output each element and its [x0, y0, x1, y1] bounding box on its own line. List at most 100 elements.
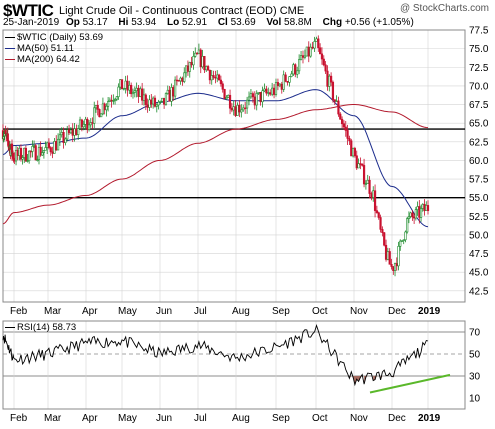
candle-body [192, 56, 195, 66]
month-label: Jul [194, 306, 207, 317]
candle-body [335, 100, 338, 103]
candle-body [155, 104, 158, 107]
candle-body [126, 80, 129, 91]
month-label: Mar [44, 306, 62, 317]
candle-body [53, 141, 56, 154]
candle-body [251, 93, 254, 98]
candle-body [253, 96, 256, 106]
close-value: 53.69 [230, 17, 256, 28]
candle-body [36, 159, 39, 161]
month-label: Oct [312, 306, 328, 317]
legend-ma200: MA(200) 64.42 [5, 54, 103, 65]
candle-body [152, 97, 155, 105]
candle-body [96, 105, 99, 110]
rsi-month-label: Jul [194, 413, 207, 424]
candle-body [150, 99, 153, 105]
symbol-title: $WTIC [3, 1, 54, 20]
price-axis-tick-label: 52.5 [469, 212, 489, 223]
candle-body [390, 264, 393, 267]
month-label: 2019 [418, 306, 441, 317]
candle-body [322, 58, 325, 66]
price-axis-tick-label: 60.0 [469, 156, 489, 167]
candle-body [190, 62, 193, 66]
candle-body [245, 99, 249, 109]
candle-body [366, 179, 369, 184]
rsi-month-label: 2019 [418, 413, 441, 424]
candle-body [87, 124, 91, 130]
candle-body [26, 160, 29, 162]
candle-body [161, 97, 164, 102]
candle-body [375, 210, 378, 213]
candle-body [137, 87, 140, 97]
low-label: Lo [167, 17, 180, 28]
candle-body [186, 65, 190, 72]
candle-body [263, 88, 266, 92]
candle-body [309, 46, 312, 57]
price-axis-tick-label: 45.0 [469, 268, 489, 279]
candle-body [195, 52, 199, 55]
candle-body [103, 103, 106, 111]
price-axis-tick-label: 70.0 [469, 81, 489, 92]
candle-body [77, 128, 80, 135]
legend-rsi-text: RSI(14) 58.73 [17, 322, 77, 333]
candle-body [368, 179, 371, 194]
candle-body [166, 89, 169, 94]
legend-ma50-swatch [5, 47, 15, 49]
price-axis-tick-label: 42.5 [469, 286, 489, 297]
candle-body [89, 122, 92, 126]
candle-body [228, 94, 232, 109]
candle-body [201, 56, 204, 68]
candle-body [288, 76, 291, 83]
quote-date: 25-Jan-2019 [3, 17, 60, 28]
legend-price-text: $WTIC (Daily) 53.69 [17, 32, 104, 43]
description-text: Light Crude Oil - Continuous Contract (E… [59, 5, 277, 17]
candle-body [62, 132, 65, 143]
candle-body [418, 206, 421, 218]
candle-body [409, 212, 412, 217]
legend-ma200-text: MA(200) 64.42 [17, 54, 80, 65]
candle-body [351, 148, 355, 157]
brand-label[interactable]: @ StockCharts.com [399, 3, 489, 14]
candle-body [232, 106, 235, 111]
candle-body [261, 90, 264, 103]
candle-body [41, 152, 44, 156]
candle-body [267, 92, 270, 94]
candle-body [284, 74, 287, 82]
rsi-month-label: Jun [156, 413, 172, 424]
open-value: 53.17 [82, 17, 108, 28]
candle-body [320, 53, 324, 60]
candle-body [206, 66, 210, 71]
rsi-trend-line [369, 373, 451, 394]
rsi-line [2, 324, 429, 387]
candle-body [205, 66, 208, 71]
candle-body [39, 146, 42, 156]
candle-body [203, 56, 206, 71]
candle-body [278, 83, 281, 87]
price-axis-tick-label: 77.5 [469, 26, 489, 37]
candle-body [326, 70, 329, 87]
candle-body [292, 64, 295, 75]
month-label: Apr [82, 306, 98, 317]
candle-body [331, 81, 335, 100]
candle-body [296, 70, 299, 75]
candle-body [282, 74, 285, 90]
price-panel-frame [2, 29, 466, 303]
candle-body [247, 96, 251, 101]
candle-body [183, 72, 186, 82]
candle-body [60, 132, 63, 136]
rsi-trend-line-group [369, 373, 451, 394]
rsi-month-label: May [118, 413, 137, 424]
vol-value: 58.8M [284, 17, 312, 28]
ma200-line [2, 104, 429, 225]
candle-body [107, 101, 110, 107]
candle-body [179, 77, 182, 82]
candle-body [47, 142, 51, 148]
candle-body [148, 99, 151, 108]
candle-body [311, 46, 314, 49]
candle-body [393, 263, 397, 271]
candle-body [170, 87, 173, 102]
candle-body [276, 82, 280, 87]
candle-body [86, 118, 89, 130]
month-label: Aug [232, 306, 250, 317]
candle-body [425, 205, 428, 211]
